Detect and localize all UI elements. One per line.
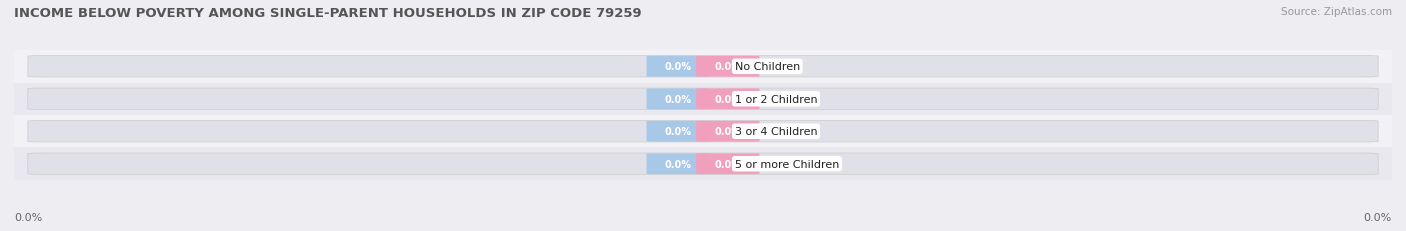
FancyBboxPatch shape: [696, 121, 759, 142]
Text: 0.0%: 0.0%: [14, 212, 42, 222]
Text: No Children: No Children: [735, 62, 800, 72]
Text: 0.0%: 0.0%: [714, 127, 741, 137]
Bar: [14, 148, 1392, 180]
FancyBboxPatch shape: [28, 56, 1378, 78]
FancyBboxPatch shape: [28, 89, 1378, 110]
Text: 0.0%: 0.0%: [1364, 212, 1392, 222]
Bar: [14, 51, 1392, 83]
Text: 0.0%: 0.0%: [665, 159, 692, 169]
Text: INCOME BELOW POVERTY AMONG SINGLE-PARENT HOUSEHOLDS IN ZIP CODE 79259: INCOME BELOW POVERTY AMONG SINGLE-PARENT…: [14, 7, 641, 20]
Text: 5 or more Children: 5 or more Children: [735, 159, 839, 169]
Text: 0.0%: 0.0%: [665, 62, 692, 72]
FancyBboxPatch shape: [28, 121, 1378, 142]
FancyBboxPatch shape: [696, 89, 759, 110]
FancyBboxPatch shape: [647, 121, 710, 142]
Text: 0.0%: 0.0%: [714, 62, 741, 72]
Text: 3 or 4 Children: 3 or 4 Children: [735, 127, 817, 137]
Text: 0.0%: 0.0%: [665, 127, 692, 137]
Text: 1 or 2 Children: 1 or 2 Children: [735, 94, 817, 104]
FancyBboxPatch shape: [28, 153, 1378, 175]
FancyBboxPatch shape: [647, 154, 710, 174]
FancyBboxPatch shape: [647, 57, 710, 77]
Text: Source: ZipAtlas.com: Source: ZipAtlas.com: [1281, 7, 1392, 17]
FancyBboxPatch shape: [647, 89, 710, 110]
Text: 0.0%: 0.0%: [714, 94, 741, 104]
Text: 0.0%: 0.0%: [714, 159, 741, 169]
FancyBboxPatch shape: [696, 57, 759, 77]
Bar: [14, 116, 1392, 148]
FancyBboxPatch shape: [696, 154, 759, 174]
Bar: [14, 83, 1392, 116]
Text: 0.0%: 0.0%: [665, 94, 692, 104]
